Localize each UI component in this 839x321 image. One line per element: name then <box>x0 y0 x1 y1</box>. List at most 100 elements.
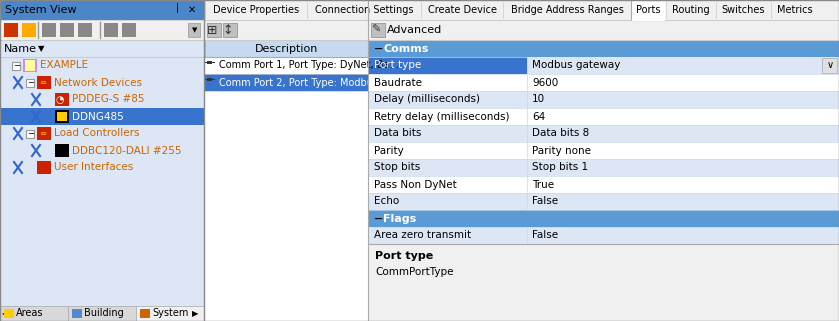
Bar <box>369 0 839 321</box>
Bar <box>0 40 204 57</box>
Text: −: − <box>374 44 383 54</box>
Text: Create Device: Create Device <box>428 5 497 15</box>
Bar <box>212 79 215 80</box>
Bar <box>0 20 204 40</box>
Text: ∨: ∨ <box>827 60 834 71</box>
Text: True: True <box>532 179 554 189</box>
Bar <box>632 19 665 21</box>
Bar <box>207 23 221 37</box>
Text: Parity none: Parity none <box>532 145 591 155</box>
Text: ≡: ≡ <box>39 78 46 87</box>
Bar <box>666 0 716 20</box>
Text: ◔: ◔ <box>56 94 65 105</box>
Bar <box>205 0 307 20</box>
Text: 9600: 9600 <box>532 77 558 88</box>
Bar <box>527 57 839 74</box>
Bar <box>122 23 136 37</box>
Bar <box>503 0 631 20</box>
Text: ꟾ: ꟾ <box>176 5 179 15</box>
Bar <box>223 23 237 37</box>
Bar <box>421 0 503 20</box>
Bar <box>369 91 839 108</box>
Bar <box>55 93 69 106</box>
Bar <box>4 23 18 37</box>
Text: Delay (milliseconds): Delay (milliseconds) <box>374 94 480 105</box>
Bar <box>37 127 51 140</box>
Bar <box>104 23 118 37</box>
Bar <box>12 62 20 70</box>
Bar <box>26 129 34 137</box>
Text: ✎: ✎ <box>371 25 380 35</box>
Text: Modbus gateway: Modbus gateway <box>532 60 620 71</box>
Text: ✕: ✕ <box>188 5 196 15</box>
Bar <box>307 0 421 20</box>
Bar <box>23 59 37 72</box>
Bar <box>205 74 368 91</box>
Bar <box>369 40 839 57</box>
Text: Name: Name <box>4 44 37 54</box>
Text: System: System <box>152 308 189 318</box>
Text: Flags: Flags <box>383 213 416 223</box>
Bar <box>205 20 839 40</box>
Bar <box>26 79 34 86</box>
Bar <box>207 61 212 64</box>
Text: ⊞: ⊞ <box>207 23 217 37</box>
Bar <box>188 23 200 37</box>
Bar <box>0 176 204 306</box>
Text: −: − <box>374 213 383 223</box>
Text: 64: 64 <box>532 111 545 122</box>
Text: ≡: ≡ <box>39 129 46 138</box>
Bar <box>205 57 368 74</box>
Bar <box>2 308 32 319</box>
Text: Bridge Address Ranges: Bridge Address Ranges <box>511 5 623 15</box>
Text: ↕: ↕ <box>222 23 232 37</box>
Bar <box>369 159 839 176</box>
Bar <box>369 108 839 125</box>
Text: 10: 10 <box>532 94 545 105</box>
Bar <box>78 23 92 37</box>
Text: Baudrate: Baudrate <box>374 77 422 88</box>
Text: Data bits 8: Data bits 8 <box>532 128 589 138</box>
Bar <box>205 0 368 321</box>
Bar <box>631 0 666 20</box>
Text: User Interfaces: User Interfaces <box>54 162 133 172</box>
Bar <box>369 210 839 227</box>
Bar <box>55 144 69 157</box>
Text: Network Devices: Network Devices <box>54 77 142 88</box>
Text: ▼: ▼ <box>192 27 197 33</box>
Text: False: False <box>532 196 558 206</box>
Bar <box>25 60 35 71</box>
Bar <box>42 23 56 37</box>
Text: Device Properties: Device Properties <box>213 5 299 15</box>
Bar <box>207 78 212 81</box>
Text: Description: Description <box>255 44 318 54</box>
Bar <box>0 108 204 125</box>
Text: PDDEG-S #85: PDDEG-S #85 <box>72 94 144 105</box>
Text: Load Controllers: Load Controllers <box>54 128 139 138</box>
Bar <box>716 0 771 20</box>
Text: Comm Port 1, Port Type: DyNet, Ba...: Comm Port 1, Port Type: DyNet, Ba... <box>219 60 399 71</box>
Bar <box>369 125 839 142</box>
Text: Area zero transmit: Area zero transmit <box>374 230 472 240</box>
Text: Routing: Routing <box>672 5 710 15</box>
Text: System View: System View <box>5 5 76 15</box>
Text: Parity: Parity <box>374 145 404 155</box>
Text: −: − <box>13 61 20 70</box>
Bar <box>369 176 839 193</box>
Bar <box>72 309 82 318</box>
Text: Advanced: Advanced <box>387 25 442 35</box>
Bar <box>204 62 207 63</box>
Bar <box>37 161 51 174</box>
Bar <box>140 309 150 318</box>
Bar <box>369 57 839 74</box>
Text: −: − <box>27 78 34 87</box>
Bar <box>771 0 819 20</box>
Text: Ports: Ports <box>636 5 661 15</box>
Text: ◀: ◀ <box>2 309 8 318</box>
Bar <box>37 76 51 89</box>
Bar <box>4 309 14 318</box>
Text: Metrics: Metrics <box>777 5 813 15</box>
Bar <box>68 306 136 321</box>
Bar <box>369 244 839 321</box>
Bar <box>0 306 68 321</box>
